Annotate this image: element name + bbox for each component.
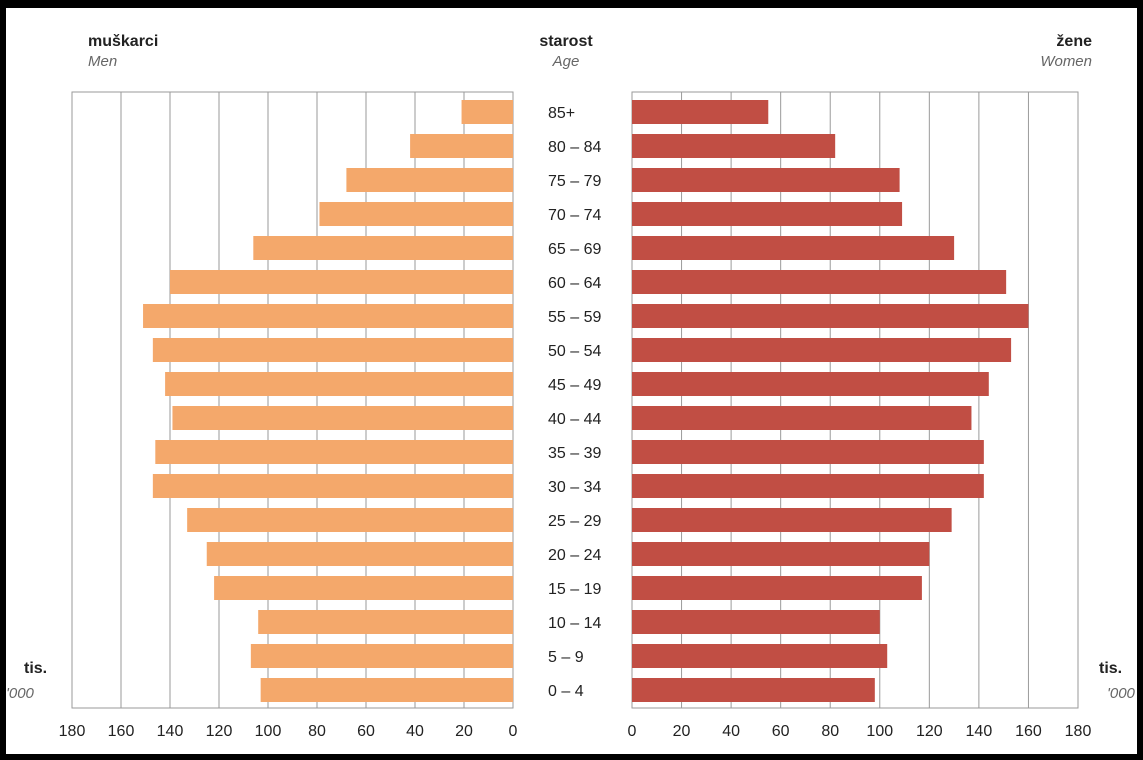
chart-frame: muškarci Men starost Age žene Women tis.… bbox=[6, 8, 1137, 754]
age-group-label: 0 – 4 bbox=[548, 683, 584, 700]
women-bar bbox=[632, 644, 888, 668]
women-bar bbox=[632, 610, 880, 634]
women-bar bbox=[632, 270, 1007, 294]
age-group-label: 60 – 64 bbox=[548, 275, 601, 292]
men-tick-label: 160 bbox=[108, 723, 135, 740]
men-bar bbox=[165, 372, 513, 396]
men-bar bbox=[461, 100, 513, 124]
men-label: muškarci bbox=[88, 33, 158, 50]
age-group-label: 50 – 54 bbox=[548, 343, 601, 360]
women-tick-label: 40 bbox=[722, 723, 740, 740]
women-label-en: Women bbox=[1040, 53, 1092, 70]
age-group-label: 35 – 39 bbox=[548, 445, 601, 462]
age-label: starost bbox=[539, 33, 593, 50]
men-tick-label: 180 bbox=[59, 723, 86, 740]
women-label: žene bbox=[1056, 33, 1092, 50]
women-tick-label: 180 bbox=[1065, 723, 1092, 740]
population-pyramid-chart: muškarci Men starost Age žene Women tis.… bbox=[6, 33, 1136, 740]
women-tick-label: 20 bbox=[673, 723, 691, 740]
women-plot-area bbox=[631, 91, 1079, 709]
age-group-label: 55 – 59 bbox=[548, 309, 601, 326]
women-bar bbox=[632, 100, 769, 124]
women-tick-label: 60 bbox=[772, 723, 790, 740]
men-bar bbox=[152, 338, 513, 362]
men-bar bbox=[187, 508, 513, 532]
men-tick-label: 60 bbox=[357, 723, 375, 740]
women-bar bbox=[632, 304, 1029, 328]
men-bar bbox=[143, 304, 514, 328]
age-group-label: 20 – 24 bbox=[548, 547, 601, 564]
women-bar bbox=[632, 168, 900, 192]
men-axis-ticks: 0 20 40 60 80 100 120 140 160 180 bbox=[59, 723, 518, 740]
women-bar bbox=[632, 440, 984, 464]
women-bar bbox=[632, 202, 903, 226]
men-bar bbox=[206, 542, 513, 566]
men-panel bbox=[71, 91, 514, 709]
men-bar bbox=[250, 644, 513, 668]
age-group-label: 85+ bbox=[548, 105, 575, 122]
men-tick-label: 20 bbox=[455, 723, 473, 740]
men-bar bbox=[152, 474, 513, 498]
women-tick-label: 80 bbox=[821, 723, 839, 740]
age-group-label: 45 – 49 bbox=[548, 377, 601, 394]
men-plot-area bbox=[71, 91, 514, 709]
women-bar bbox=[632, 678, 875, 702]
women-tick-label: 100 bbox=[866, 723, 893, 740]
men-bar bbox=[172, 406, 513, 430]
age-group-label: 75 – 79 bbox=[548, 173, 601, 190]
men-bar bbox=[155, 440, 514, 464]
unit-right-label-en: '000 bbox=[1107, 685, 1136, 702]
age-label-en: Age bbox=[552, 53, 580, 70]
women-tick-label: 160 bbox=[1015, 723, 1042, 740]
men-bar bbox=[253, 236, 514, 260]
women-axis-ticks: 0 20 40 60 80 100 120 140 160 180 bbox=[628, 723, 1092, 740]
age-group-label: 10 – 14 bbox=[548, 615, 601, 632]
men-tick-label: 140 bbox=[157, 723, 184, 740]
men-tick-label: 80 bbox=[308, 723, 326, 740]
women-bar bbox=[632, 134, 836, 158]
women-bar bbox=[632, 406, 972, 430]
women-tick-label: 0 bbox=[628, 723, 637, 740]
women-bar bbox=[632, 576, 922, 600]
men-bar bbox=[170, 270, 513, 294]
age-group-label: 80 – 84 bbox=[548, 139, 601, 156]
men-tick-label: 0 bbox=[509, 723, 518, 740]
age-group-label: 15 – 19 bbox=[548, 581, 601, 598]
men-bar bbox=[319, 202, 513, 226]
men-bar bbox=[410, 134, 513, 158]
age-group-label: 25 – 29 bbox=[548, 513, 601, 530]
men-tick-label: 100 bbox=[255, 723, 282, 740]
men-label-en: Men bbox=[88, 53, 117, 70]
women-panel bbox=[631, 91, 1079, 709]
age-group-label: 30 – 34 bbox=[548, 479, 601, 496]
age-group-labels: 0 – 4 5 – 9 10 – 14 15 – 19 20 – 24 25 – 29 30… bbox=[548, 105, 601, 700]
women-bar bbox=[632, 542, 930, 566]
women-bar bbox=[632, 236, 955, 260]
men-tick-label: 120 bbox=[206, 723, 233, 740]
women-tick-label: 140 bbox=[966, 723, 993, 740]
unit-left-label-en: '000 bbox=[6, 685, 35, 702]
men-bar bbox=[260, 678, 513, 702]
unit-right-label: tis. bbox=[1099, 660, 1122, 677]
men-bar bbox=[214, 576, 513, 600]
women-bar bbox=[632, 338, 1012, 362]
women-tick-label: 120 bbox=[916, 723, 943, 740]
women-bar bbox=[632, 474, 984, 498]
unit-left-label: tis. bbox=[24, 660, 47, 677]
women-bar bbox=[632, 372, 989, 396]
men-tick-label: 40 bbox=[406, 723, 424, 740]
men-bar bbox=[258, 610, 513, 634]
age-group-label: 40 – 44 bbox=[548, 411, 601, 428]
men-bar bbox=[346, 168, 513, 192]
women-bar bbox=[632, 508, 952, 532]
age-group-label: 65 – 69 bbox=[548, 241, 601, 258]
age-group-label: 70 – 74 bbox=[548, 207, 601, 224]
age-group-label: 5 – 9 bbox=[548, 649, 584, 666]
